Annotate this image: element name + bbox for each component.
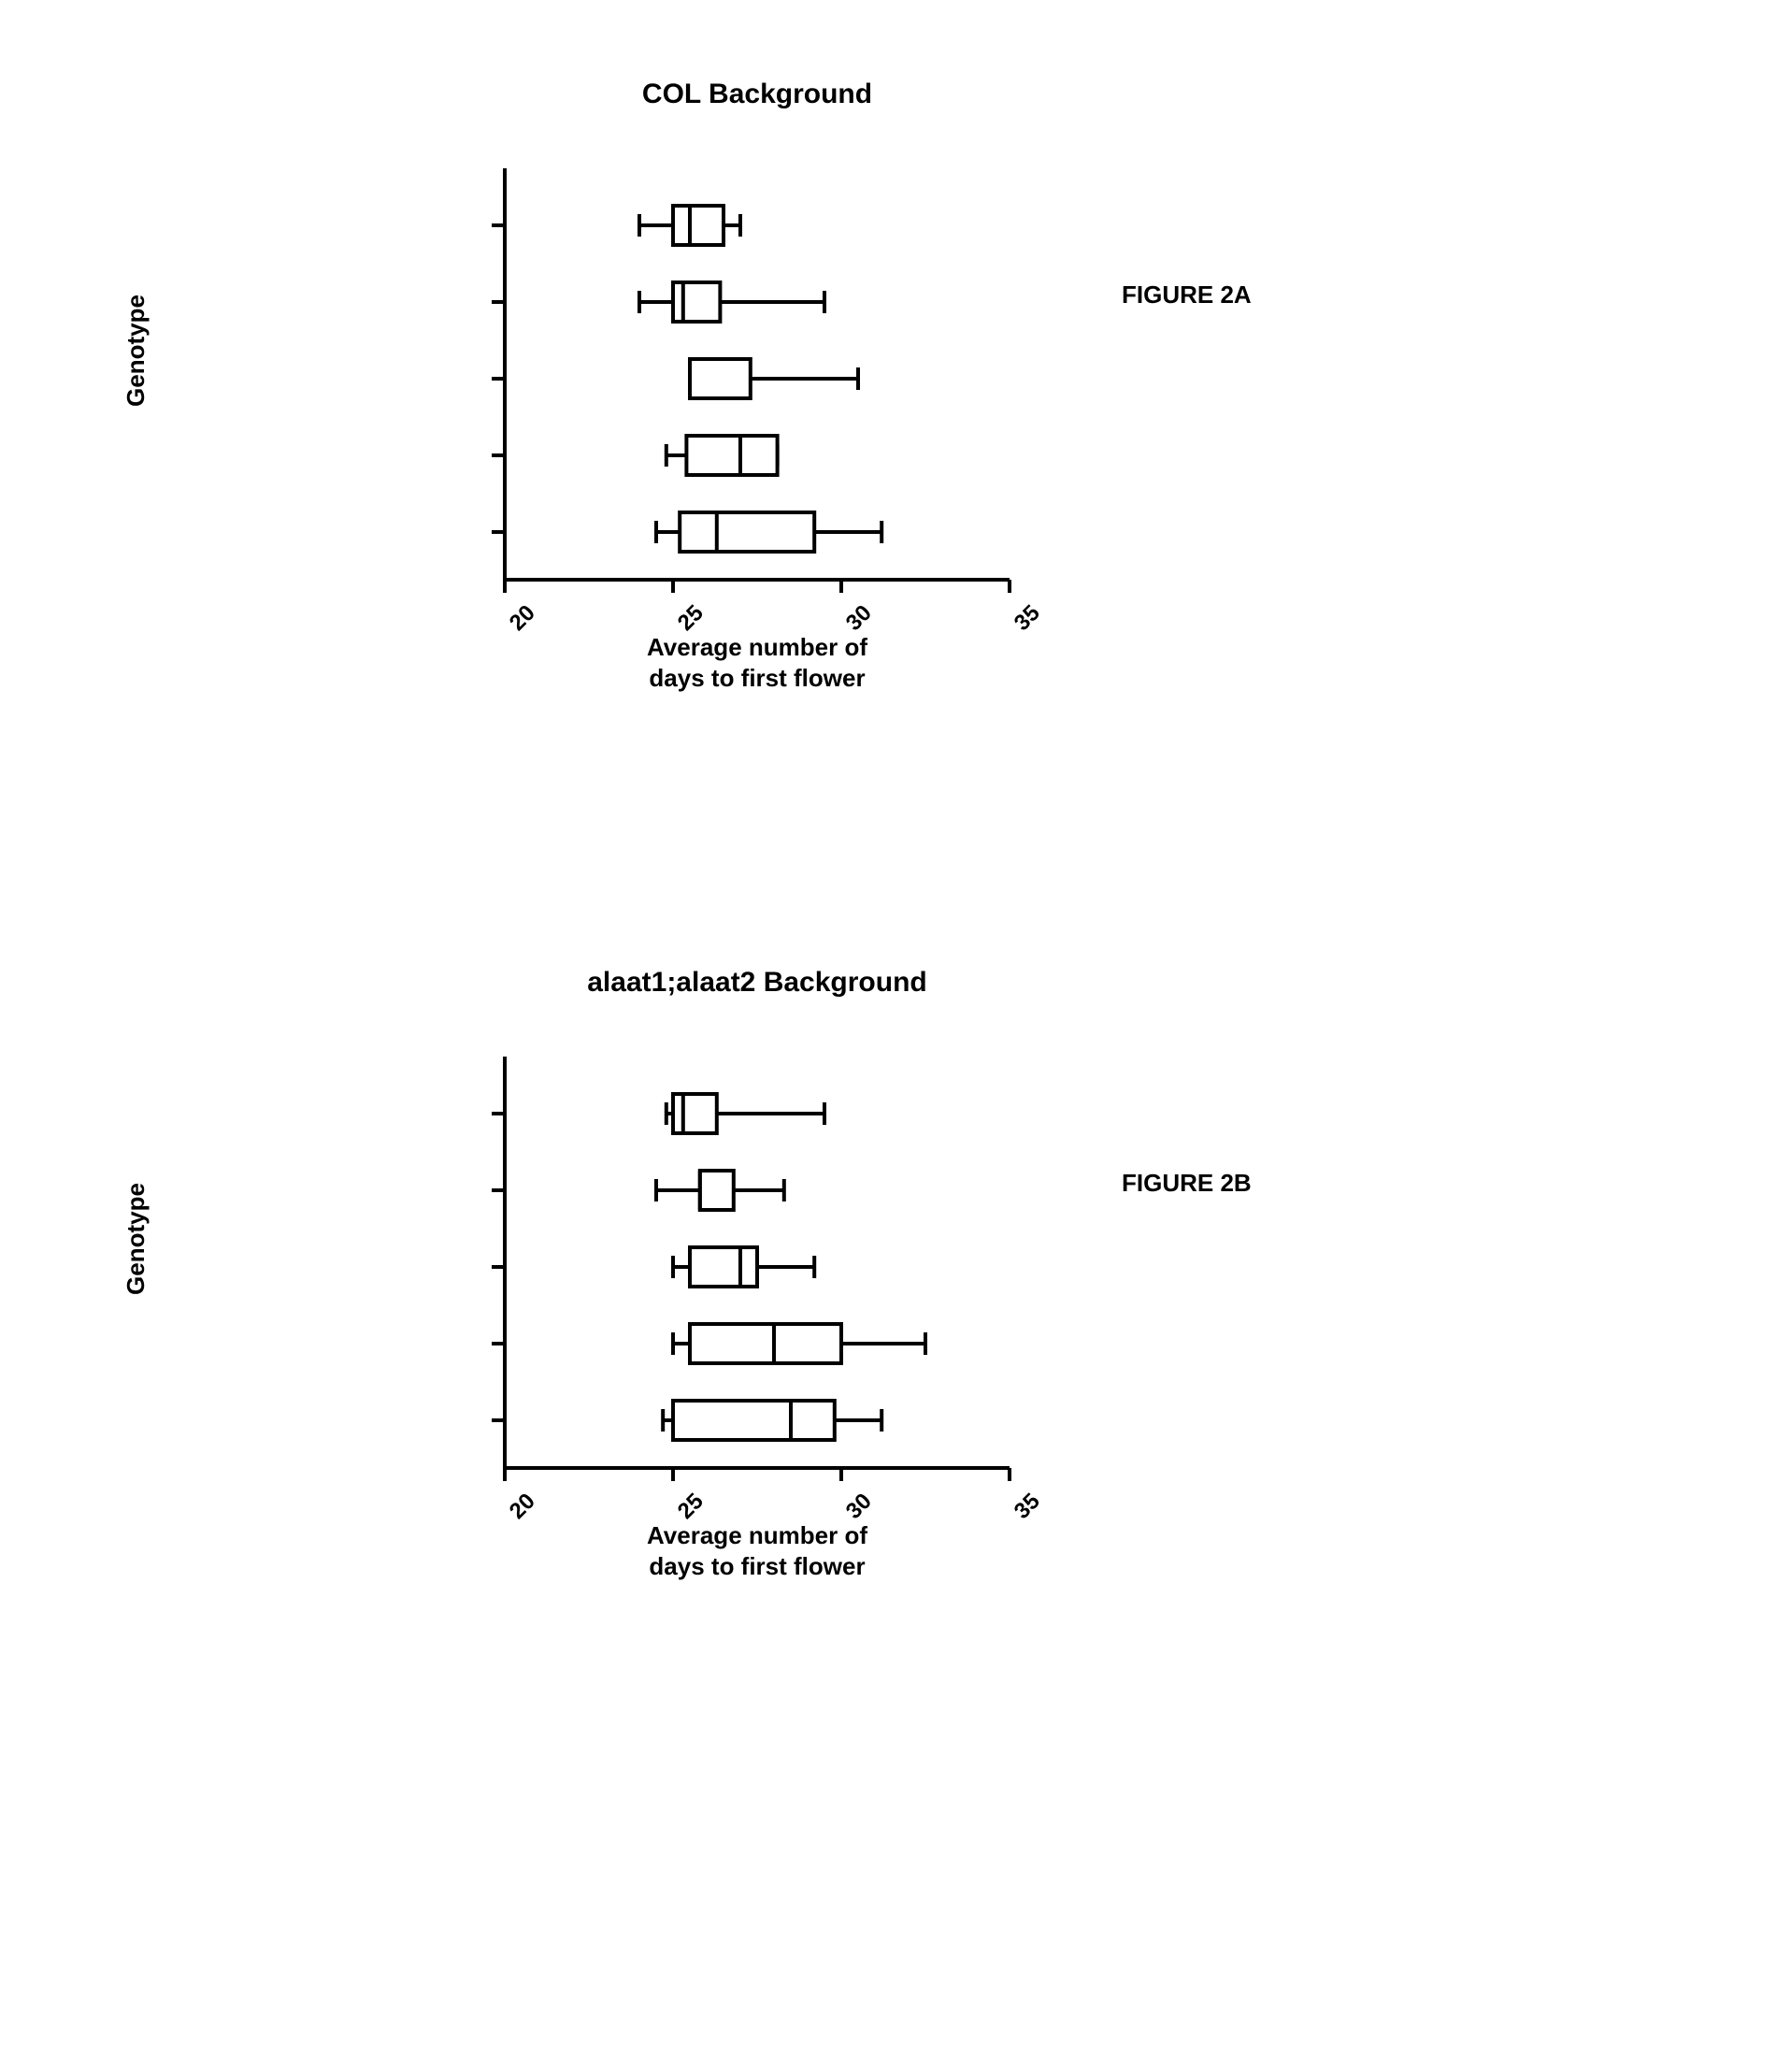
boxplot-a: [449, 122, 1066, 673]
x-axis-label-a-line1: Average number of: [647, 633, 867, 661]
x-axis-label-a-line2: days to first flower: [649, 664, 865, 692]
x-axis-label-b-line1: Average number of: [647, 1521, 867, 1549]
figure-label-b: FIGURE 2B: [1122, 1169, 1252, 1198]
y-axis-label-a: Genotype: [122, 257, 150, 444]
x-axis-label-b-line2: days to first flower: [649, 1552, 865, 1580]
boxplot-b: [449, 1010, 1066, 1561]
x-axis-label-b: Average number of days to first flower: [542, 1520, 972, 1581]
figure-2b: alaat1;alaat2 Background FIGURE 2B Genot…: [93, 1010, 1309, 1758]
figure-label-a: FIGURE 2A: [1122, 281, 1252, 309]
figure-2a: COL Background FIGURE 2A Genotype CaMV35…: [93, 122, 1309, 870]
page: COL Background FIGURE 2A Genotype CaMV35…: [0, 0, 1791, 2072]
x-axis-label-a: Average number of days to first flower: [542, 632, 972, 693]
chart-title-b: alaat1;alaat2 Background: [449, 967, 1066, 999]
y-axis-label-b: Genotype: [122, 1145, 150, 1332]
chart-title-a: COL Background: [449, 79, 1066, 110]
